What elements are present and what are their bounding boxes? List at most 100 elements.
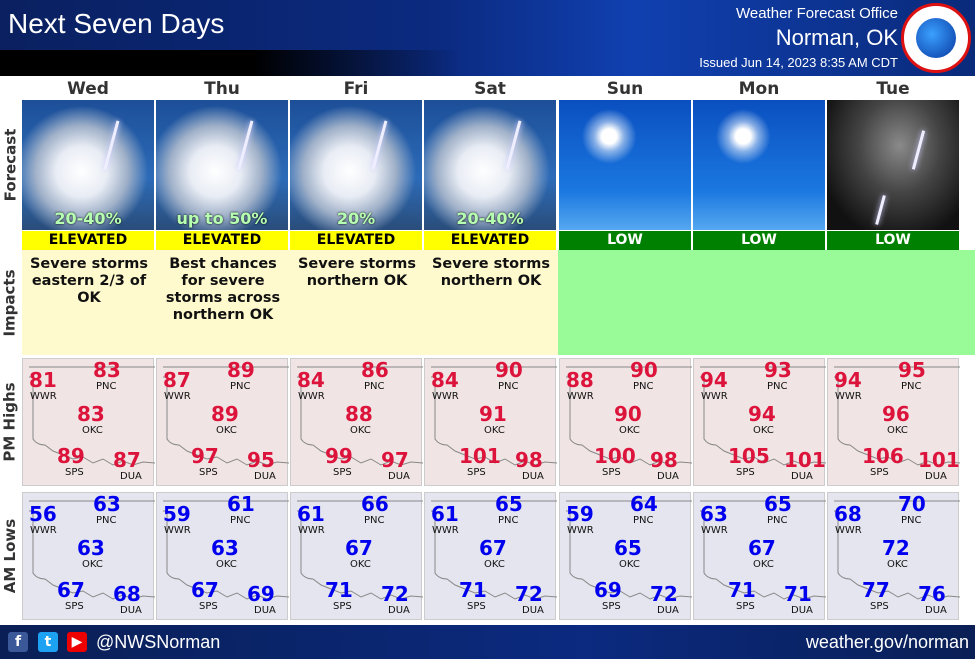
- office-label: Weather Forecast Office: [735, 5, 898, 22]
- highs-value-sps: 101: [459, 444, 501, 468]
- lows-map-panel: 61 WWR 65 PNC 67 OKC 71 SPS 72 DUA: [424, 492, 557, 620]
- lows-value-okc: 67: [345, 536, 373, 560]
- station-label: WWR: [835, 525, 862, 536]
- station-label: WWR: [432, 391, 459, 402]
- oklahoma-map-outline: [566, 366, 692, 466]
- oklahoma-map-outline: [431, 500, 557, 600]
- lows-value-sps: 67: [191, 578, 219, 602]
- station-label: SPS: [199, 601, 218, 612]
- oklahoma-map-outline: [163, 366, 289, 466]
- risk-level-badge: LOW: [559, 231, 691, 250]
- station-label: WWR: [30, 525, 57, 536]
- highs-value-dua: 95: [247, 448, 275, 472]
- station-label: SPS: [199, 467, 218, 478]
- lows-value-okc: 63: [77, 536, 105, 560]
- station-label: OKC: [753, 559, 774, 570]
- social-handle[interactable]: @NWSNorman: [96, 632, 221, 652]
- header: Next Seven Days Weather Forecast Office …: [0, 0, 975, 76]
- station-label: PNC: [901, 381, 922, 392]
- oklahoma-map-outline: [834, 500, 960, 600]
- risk-level-badge: ELEVATED: [290, 231, 422, 250]
- station-label: PNC: [96, 515, 117, 526]
- website-link[interactable]: weather.gov/norman: [805, 632, 969, 652]
- lows-value-okc: 63: [211, 536, 239, 560]
- highs-value-okc: 88: [345, 402, 373, 426]
- lows-value-pnc: 66: [361, 492, 389, 516]
- oklahoma-map-outline: [29, 500, 155, 600]
- page-title: Next Seven Days: [8, 8, 225, 39]
- precip-chance: 20-40%: [456, 209, 524, 228]
- station-label: OKC: [216, 425, 237, 436]
- highs-value-dua: 101: [918, 448, 960, 472]
- station-label: WWR: [567, 525, 594, 536]
- highs-value-pnc: 95: [898, 358, 926, 382]
- highs-value-pnc: 86: [361, 358, 389, 382]
- station-label: DUA: [522, 471, 544, 482]
- oklahoma-map-outline: [566, 500, 692, 600]
- lows-value-wwr: 63: [700, 502, 728, 526]
- impact-text: Severe storms northern OK: [290, 250, 424, 355]
- lows-value-sps: 67: [57, 578, 85, 602]
- oklahoma-map-outline: [297, 500, 423, 600]
- day-name: Sat: [474, 79, 506, 99]
- row-label-text: Forecast: [1, 128, 20, 202]
- station-label: OKC: [619, 425, 640, 436]
- day-name: Sun: [606, 79, 644, 99]
- lows-map-panel: 61 WWR 66 PNC 67 OKC 71 SPS 72 DUA: [290, 492, 423, 620]
- station-label: SPS: [602, 601, 621, 612]
- highs-value-wwr: 87: [163, 368, 191, 392]
- station-label: OKC: [619, 559, 640, 570]
- station-label: PNC: [96, 381, 117, 392]
- lows-value-pnc: 64: [630, 492, 658, 516]
- lows-map-panel: 59 WWR 61 PNC 63 OKC 67 SPS 69 DUA: [156, 492, 289, 620]
- highs-map-panel: 84 WWR 86 PNC 88 OKC 99 SPS 97 DUA: [290, 358, 423, 486]
- station-label: PNC: [633, 381, 654, 392]
- station-label: OKC: [753, 425, 774, 436]
- youtube-icon[interactable]: ▶: [67, 632, 87, 652]
- station-label: DUA: [791, 605, 813, 616]
- lows-value-pnc: 70: [898, 492, 926, 516]
- row-label-lows: AM Lows: [0, 492, 20, 620]
- twitter-icon[interactable]: t: [38, 632, 58, 652]
- highs-value-sps: 105: [728, 444, 770, 468]
- highs-map-panel: 94 WWR 93 PNC 94 OKC 105 SPS 101 DUA: [693, 358, 826, 486]
- lows-value-pnc: 65: [764, 492, 792, 516]
- highs-value-sps: 106: [862, 444, 904, 468]
- station-label: WWR: [164, 391, 191, 402]
- station-label: SPS: [602, 467, 621, 478]
- lows-value-dua: 72: [381, 582, 409, 606]
- station-label: OKC: [82, 425, 103, 436]
- highs-value-okc: 89: [211, 402, 239, 426]
- thunderstorm-icon: 20-40%: [424, 100, 556, 230]
- risk-level-badge: ELEVATED: [22, 231, 154, 250]
- station-label: DUA: [925, 605, 947, 616]
- station-label: DUA: [388, 605, 410, 616]
- station-label: DUA: [925, 471, 947, 482]
- sunny-icon: [559, 100, 691, 230]
- facebook-icon[interactable]: f: [8, 632, 28, 652]
- station-label: WWR: [164, 525, 191, 536]
- lows-value-wwr: 68: [834, 502, 862, 526]
- lows-value-sps: 71: [325, 578, 353, 602]
- station-label: SPS: [333, 467, 352, 478]
- station-label: WWR: [701, 525, 728, 536]
- highs-map-panel: 84 WWR 90 PNC 91 OKC 101 SPS 98 DUA: [424, 358, 557, 486]
- row-label-impacts: Impacts: [0, 250, 20, 355]
- station-label: DUA: [791, 471, 813, 482]
- highs-map-panel: 94 WWR 95 PNC 96 OKC 106 SPS 101 DUA: [827, 358, 960, 486]
- station-label: SPS: [333, 601, 352, 612]
- oklahoma-map-outline: [297, 366, 423, 466]
- row-label-text: AM Lows: [1, 518, 20, 594]
- highs-value-pnc: 89: [227, 358, 255, 382]
- station-label: WWR: [432, 525, 459, 536]
- highs-map-panel: 87 WWR 89 PNC 89 OKC 97 SPS 95 DUA: [156, 358, 289, 486]
- station-label: DUA: [254, 471, 276, 482]
- lows-value-dua: 68: [113, 582, 141, 606]
- nws-logo: [901, 3, 971, 73]
- risk-level-badge: ELEVATED: [424, 231, 556, 250]
- station-label: PNC: [364, 381, 385, 392]
- highs-value-pnc: 93: [764, 358, 792, 382]
- highs-value-dua: 87: [113, 448, 141, 472]
- station-label: WWR: [298, 525, 325, 536]
- row-label-text: Impacts: [1, 268, 19, 337]
